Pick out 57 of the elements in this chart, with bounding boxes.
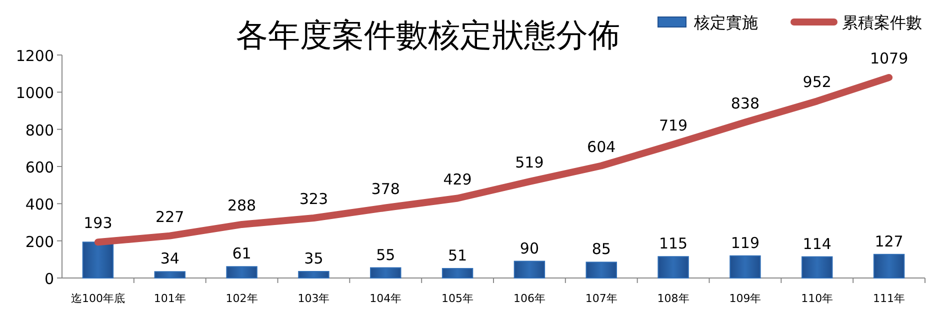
- data-label: 604: [587, 138, 616, 156]
- data-label: 193: [84, 214, 112, 232]
- data-label: 838: [730, 94, 760, 112]
- data-label: 719: [658, 116, 688, 134]
- data-label: 378: [371, 180, 400, 198]
- y-tick-label: 0: [44, 270, 54, 288]
- data-label: 85: [592, 240, 611, 258]
- x-tick-label: 105年: [442, 292, 474, 305]
- bar: [873, 254, 905, 278]
- data-label: 119: [730, 234, 760, 252]
- bar: [514, 260, 546, 278]
- bar: [82, 242, 114, 278]
- bar: [298, 270, 330, 278]
- x-tick-label: 107年: [585, 292, 618, 305]
- x-tick-label: 111年: [873, 292, 906, 305]
- x-tick-label: 110年: [801, 292, 834, 305]
- x-tick-label: 迄100年底: [70, 292, 125, 305]
- data-label: 127: [874, 232, 904, 250]
- bar: [730, 255, 761, 278]
- data-label: 35: [304, 249, 324, 268]
- y-tick-label: 400: [25, 196, 54, 214]
- bar: [370, 267, 402, 278]
- x-tick-label: 104年: [370, 292, 402, 305]
- x-tick-label: 108年: [657, 292, 690, 305]
- bar: [442, 268, 474, 278]
- data-label: 429: [443, 170, 472, 188]
- data-label: 114: [802, 234, 832, 253]
- y-tick-label: 600: [25, 158, 54, 176]
- x-tick-label: 102年: [226, 292, 258, 305]
- y-tick-label: 1200: [16, 47, 54, 65]
- data-label: 323: [299, 190, 328, 208]
- x-tick-label: 106年: [513, 292, 546, 305]
- data-label: 115: [658, 234, 688, 253]
- data-label: 519: [515, 154, 544, 172]
- x-tick-label: 101年: [154, 292, 186, 305]
- chart-title: 各年度案件數核定狀態分佈: [236, 17, 620, 53]
- data-label: 288: [227, 196, 256, 214]
- data-label: 952: [802, 73, 832, 92]
- data-label: 55: [376, 246, 396, 264]
- y-tick-label: 200: [25, 232, 54, 251]
- x-tick-label: 109年: [729, 292, 762, 305]
- y-tick-label: 800: [25, 121, 54, 140]
- data-label: 51: [448, 246, 468, 265]
- x-tick-label: 103年: [298, 292, 330, 305]
- data-label: 61: [232, 244, 252, 263]
- bar: [154, 271, 186, 278]
- bar: [586, 262, 617, 278]
- data-label: 1079: [870, 49, 908, 68]
- y-tick-label: 1000: [16, 84, 54, 102]
- legend-label: 核定實施: [693, 13, 758, 32]
- data-label: 90: [520, 239, 540, 258]
- legend-label: 累積案件數: [842, 13, 922, 32]
- bar: [226, 266, 258, 278]
- data-label: 227: [156, 208, 184, 226]
- bar: [802, 256, 833, 278]
- data-label: 34: [160, 250, 180, 268]
- bar: [658, 256, 689, 278]
